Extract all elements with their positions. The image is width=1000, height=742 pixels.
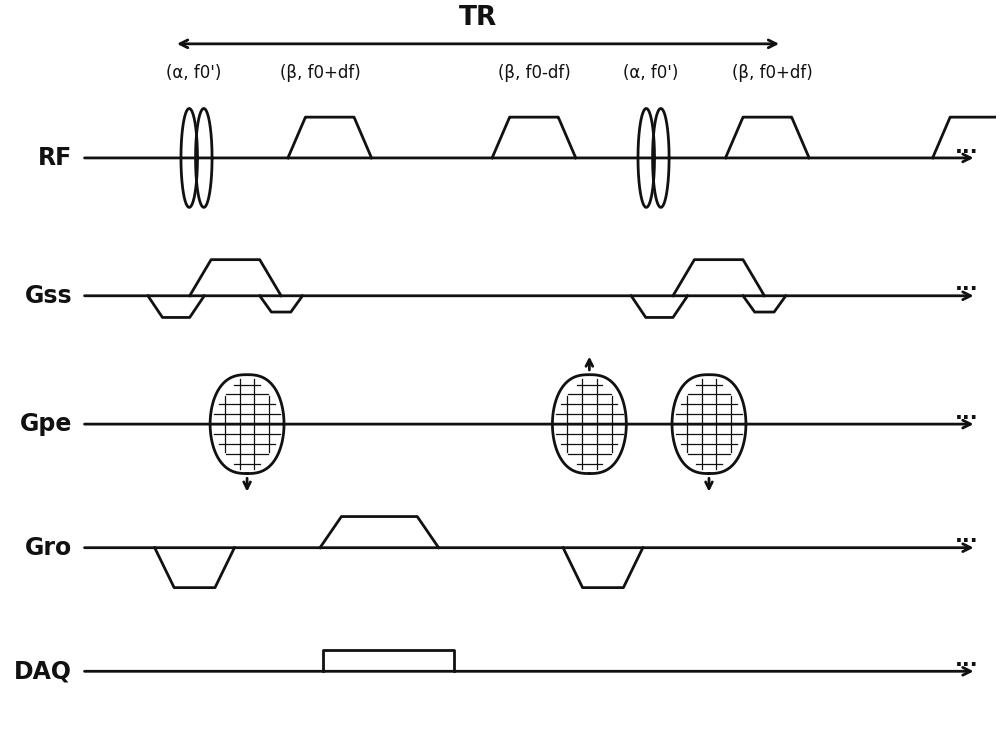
Text: DAQ: DAQ [14, 660, 72, 683]
Text: (β, f0+df): (β, f0+df) [732, 64, 813, 82]
Text: ...: ... [955, 650, 978, 670]
Text: ...: ... [955, 526, 978, 546]
Text: ...: ... [955, 403, 978, 423]
Text: ...: ... [955, 275, 978, 295]
Text: Gro: Gro [25, 536, 72, 559]
Text: ...: ... [955, 137, 978, 157]
Text: (β, f0+df): (β, f0+df) [280, 64, 360, 82]
Text: (α, f0'): (α, f0') [166, 64, 221, 82]
Text: (α, f0'): (α, f0') [623, 64, 678, 82]
Text: Gss: Gss [24, 283, 72, 308]
Text: TR: TR [459, 5, 497, 31]
Text: RF: RF [38, 146, 72, 170]
Text: (β, f0-df): (β, f0-df) [498, 64, 570, 82]
Text: Gpe: Gpe [20, 412, 72, 436]
